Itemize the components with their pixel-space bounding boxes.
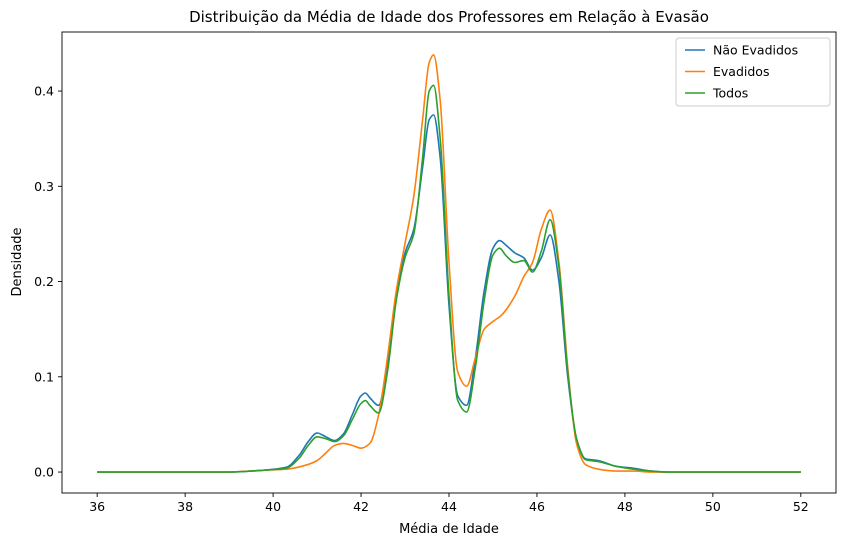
axis-ticks: 36 38 40 42 44 46 48 50 52 0.0 0.1 0.2 0.3 0.4 (34, 84, 809, 514)
y-tick-label: 0.1 (34, 369, 54, 384)
y-axis-label: Densidade (10, 227, 25, 296)
legend-label: Todos (712, 86, 748, 101)
x-tick-label: 48 (617, 499, 633, 514)
legend-items: Não Evadidos Evadidos Todos (685, 43, 798, 101)
legend: Não Evadidos Evadidos Todos (675, 37, 831, 107)
y-tick-label: 0.4 (34, 84, 54, 99)
legend-box (675, 37, 831, 107)
series-line-todos (97, 84, 801, 473)
plot-area (97, 54, 801, 473)
y-tick-label: 0.2 (34, 274, 54, 289)
x-tick-label: 52 (793, 499, 809, 514)
x-axis-label: Média de Idade (399, 522, 499, 537)
legend-label: Não Evadidos (713, 43, 798, 58)
y-tick-label: 0.0 (34, 465, 54, 480)
y-tick-label: 0.3 (34, 179, 54, 194)
x-tick-label: 44 (441, 499, 457, 514)
x-tick-label: 50 (705, 499, 721, 514)
x-tick-label: 40 (265, 499, 281, 514)
x-tick-label: 38 (177, 499, 193, 514)
x-tick-label: 36 (89, 499, 105, 514)
x-tick-label: 46 (529, 499, 545, 514)
series-line-evadidos (97, 54, 801, 473)
chart-title: Distribuição da Média de Idade dos Profe… (189, 8, 709, 26)
x-tick-label: 42 (353, 499, 369, 514)
legend-label: Evadidos (713, 64, 769, 79)
